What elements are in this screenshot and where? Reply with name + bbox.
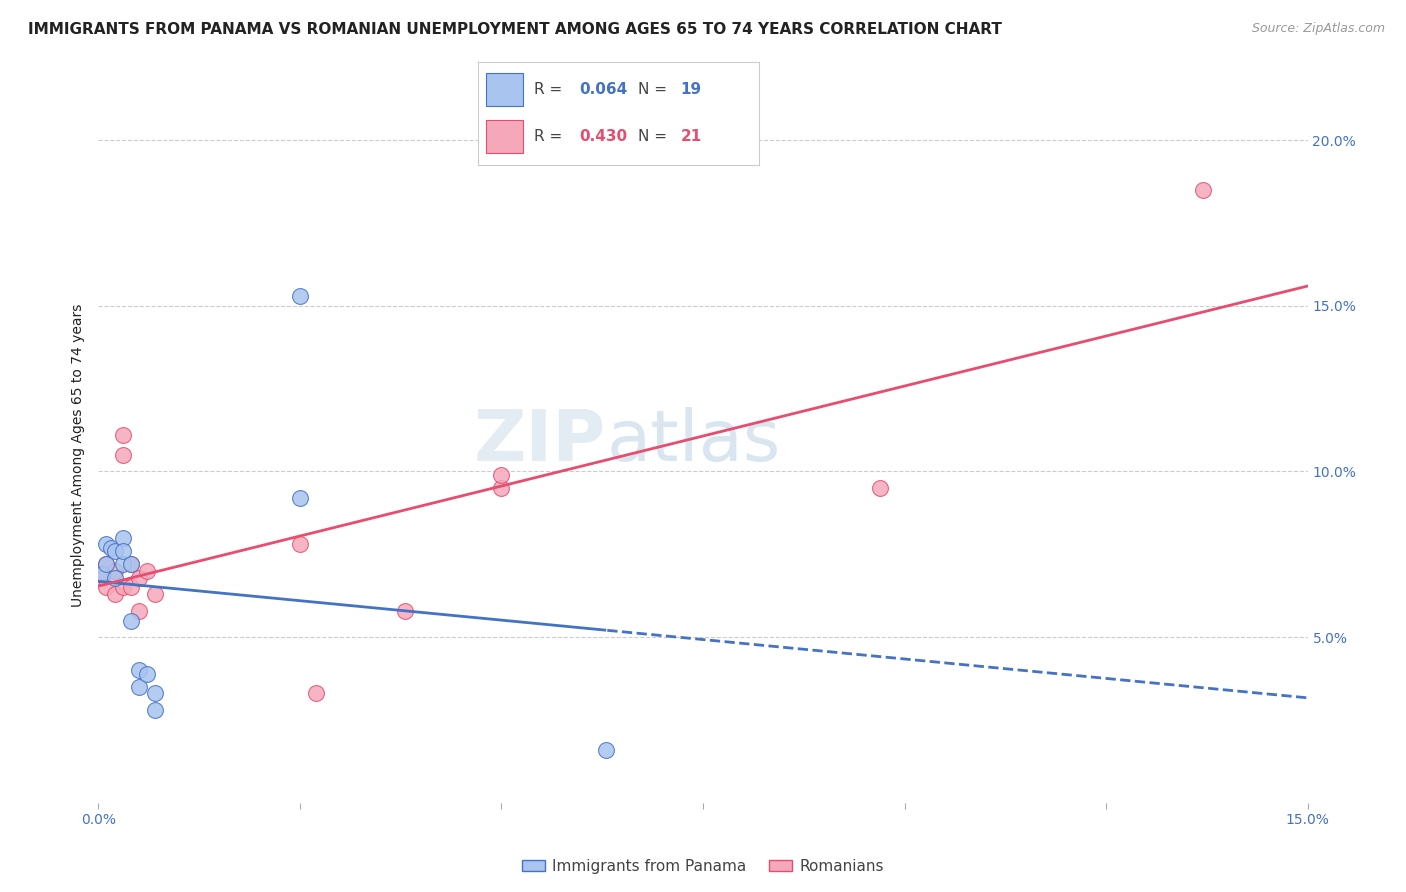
Text: 21: 21 (681, 128, 702, 144)
Point (103, 544, 125, 558)
Bar (486, 73, 523, 105)
Point (111, 581, 134, 595)
Point (135, 564, 157, 578)
Point (288, 491, 311, 505)
Y-axis label: Unemployment Among Ages 65 to 74 years: Unemployment Among Ages 65 to 74 years (70, 303, 84, 607)
Legend: Immigrants from Panama, Romanians: Immigrants from Panama, Romanians (516, 853, 890, 880)
Point (288, 537, 311, 551)
Point (288, 289, 311, 303)
Point (103, 587, 125, 601)
Point (103, 564, 125, 578)
Text: IMMIGRANTS FROM PANAMA VS ROMANIAN UNEMPLOYMENT AMONG AGES 65 TO 74 YEARS CORREL: IMMIGRANTS FROM PANAMA VS ROMANIAN UNEMP… (28, 22, 1002, 37)
Point (394, 604, 416, 618)
Point (91, 570, 114, 584)
Text: 0.430: 0.430 (579, 128, 627, 144)
Point (120, 558, 142, 572)
Point (111, 531, 134, 545)
Text: N =: N = (638, 128, 672, 144)
Point (91, 567, 114, 582)
Text: atlas: atlas (606, 407, 780, 475)
Text: ZIP: ZIP (474, 407, 606, 475)
Point (1191, 183, 1213, 197)
Point (143, 703, 166, 717)
Bar (486, 120, 523, 153)
Point (869, 481, 891, 495)
Point (100, 541, 122, 555)
Point (120, 558, 142, 572)
Point (111, 448, 134, 462)
Point (128, 680, 150, 694)
Point (111, 544, 134, 558)
Point (143, 587, 166, 601)
Text: N =: N = (638, 81, 672, 96)
Point (305, 686, 328, 700)
Text: R =: R = (534, 81, 568, 96)
Point (491, 467, 513, 482)
Point (111, 428, 134, 442)
Point (491, 481, 513, 495)
Point (96, 558, 118, 572)
Point (96, 581, 118, 595)
Point (143, 686, 166, 700)
Point (111, 558, 134, 572)
Text: Source: ZipAtlas.com: Source: ZipAtlas.com (1251, 22, 1385, 36)
Point (135, 666, 157, 681)
Point (128, 570, 150, 584)
Point (128, 663, 150, 677)
Point (120, 581, 142, 595)
Point (128, 604, 150, 618)
Point (120, 614, 142, 628)
Text: R =: R = (534, 128, 568, 144)
Text: 19: 19 (681, 81, 702, 96)
Point (595, 743, 617, 757)
Point (96, 537, 118, 551)
Point (96, 558, 118, 572)
Point (103, 570, 125, 584)
Text: 0.064: 0.064 (579, 81, 627, 96)
